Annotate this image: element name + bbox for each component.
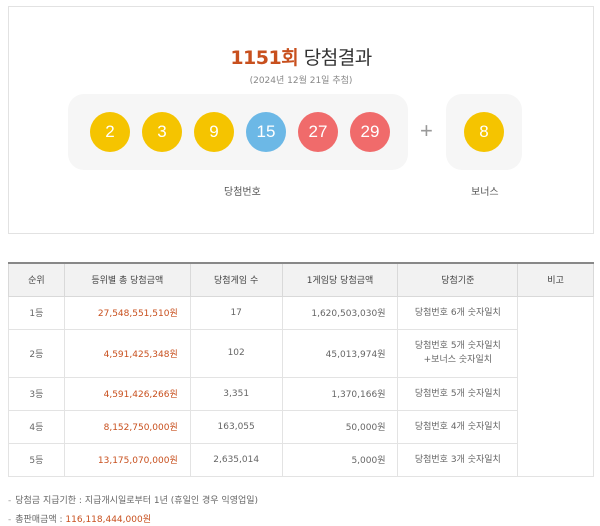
table-row: 5등 13,175,070,000원 2,635,014 5,000원 당첨번호…	[8, 442, 594, 477]
rank-cell: 2등	[8, 328, 65, 378]
winning-numbers-panel: 2 3 9 15 27 29	[68, 94, 408, 170]
total-prize-cell: 4,591,425,348원	[63, 328, 191, 378]
criteria-line: 당첨번호 6개 숫자일치	[414, 307, 501, 318]
total-sales-note: - 총판매금액 : 116,118,444,000원	[8, 515, 151, 525]
plus-icon: +	[420, 118, 433, 143]
header-criteria: 당첨기준	[397, 262, 519, 297]
per-game-cell: 1,620,503,030원	[281, 295, 399, 330]
bonus-label: 보너스	[471, 187, 499, 198]
total-prize-cell: 13,175,070,000원	[63, 442, 191, 477]
games-cell: 102	[189, 328, 283, 378]
header-remarks: 비고	[517, 262, 594, 297]
draw-title: 1151회 당첨결과	[9, 43, 593, 70]
games-cell: 163,055	[189, 409, 283, 444]
round-number: 1151회	[230, 47, 299, 69]
header-total: 등위별 총 당첨금액	[63, 262, 191, 297]
winning-ball: 3	[142, 112, 182, 152]
criteria-line: 당첨번호 4개 숫자일치	[414, 421, 501, 432]
prize-table: 순위 등위별 총 당첨금액 당첨게임 수 1게임당 당첨금액 당첨기준 비고 1…	[8, 262, 594, 477]
rank-cell: 4등	[8, 409, 65, 444]
criteria-cell: 당첨번호 6개 숫자일치	[397, 295, 519, 330]
rank-cell: 3등	[8, 376, 65, 411]
header-games: 당첨게임 수	[189, 262, 283, 297]
winning-ball: 15	[246, 112, 286, 152]
criteria-line: 당첨번호 3개 숫자일치	[414, 454, 501, 465]
remarks-cell	[517, 295, 594, 477]
table-row: 3등 4,591,426,266원 3,351 1,370,166원 당첨번호 …	[8, 376, 594, 411]
winning-numbers-label: 당첨번호	[224, 187, 261, 198]
rank-cell: 1등	[8, 295, 65, 330]
bonus-panel: 8	[446, 94, 522, 170]
winning-ball: 9	[194, 112, 234, 152]
games-cell: 2,635,014	[189, 442, 283, 477]
draw-date: (2024년 12월 21일 추첨)	[249, 76, 353, 86]
table-header-row: 순위 등위별 총 당첨금액 당첨게임 수 1게임당 당첨금액 당첨기준 비고	[8, 262, 594, 297]
per-game-cell: 45,013,974원	[281, 328, 399, 378]
per-game-cell: 5,000원	[281, 442, 399, 477]
criteria-cell: 당첨번호 3개 숫자일치	[397, 442, 519, 477]
deadline-text: 당첨금 지급기한 : 지급개시일로부터 1년 (휴일인 경우 익영업일)	[15, 496, 259, 506]
total-prize-cell: 8,152,750,000원	[63, 409, 191, 444]
criteria-cell: 당첨번호 5개 숫자일치	[397, 376, 519, 411]
total-prize-cell: 4,591,426,266원	[63, 376, 191, 411]
table-row: 2등 4,591,425,348원 102 45,013,974원 당첨번호 5…	[8, 328, 594, 378]
table-row: 4등 8,152,750,000원 163,055 50,000원 당첨번호 4…	[8, 409, 594, 444]
games-cell: 17	[189, 295, 283, 330]
sales-value: 116,118,444,000원	[65, 515, 151, 525]
winning-ball: 29	[350, 112, 390, 152]
criteria-cell: 당첨번호 5개 숫자일치 +보너스 숫자일치	[397, 328, 519, 378]
header-rank: 순위	[8, 262, 65, 297]
criteria-line: +보너스 숫자일치	[423, 355, 493, 365]
bonus-ball: 8	[464, 112, 504, 152]
criteria-line: 당첨번호 5개 숫자일치	[414, 388, 501, 399]
header-per-game: 1게임당 당첨금액	[281, 262, 399, 297]
rank-cell: 5등	[8, 442, 65, 477]
criteria-cell: 당첨번호 4개 숫자일치	[397, 409, 519, 444]
table-row: 1등 27,548,551,510원 17 1,620,503,030원 당첨번…	[8, 295, 594, 477]
winning-ball: 27	[298, 112, 338, 152]
payment-deadline-note: - 당첨금 지급기한 : 지급개시일로부터 1년 (휴일인 경우 익영업일)	[8, 496, 259, 506]
total-prize-cell: 27,548,551,510원	[63, 295, 191, 330]
per-game-cell: 1,370,166원	[281, 376, 399, 411]
games-cell: 3,351	[189, 376, 283, 411]
criteria-line: 당첨번호 5개 숫자일치	[414, 341, 501, 351]
winning-ball: 2	[90, 112, 130, 152]
title-suffix: 당첨결과	[303, 47, 372, 69]
sales-label: 총판매금액 :	[15, 515, 66, 525]
per-game-cell: 50,000원	[281, 409, 399, 444]
